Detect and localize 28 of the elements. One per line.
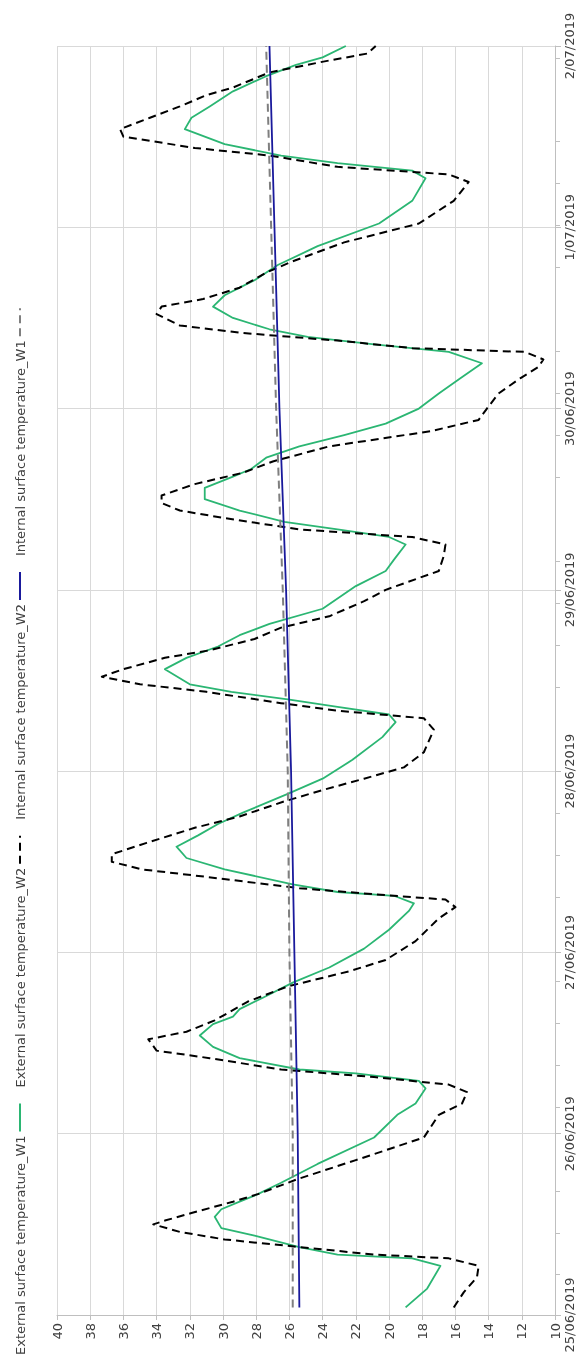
- x-tick-label: 16: [447, 1323, 463, 1340]
- y-tick-label: 26/06/2019: [562, 1096, 577, 1172]
- x-tick-label: 34: [149, 1323, 165, 1340]
- x-tick-label: 32: [182, 1323, 198, 1340]
- legend-label: Internal surface temperature_W2: [12, 604, 28, 820]
- x-tick-label: 14: [481, 1323, 497, 1340]
- x-tick-label: 28: [248, 1323, 264, 1340]
- y-tick-label: 29/06/2019: [562, 552, 577, 628]
- x-tick-label: 36: [115, 1323, 131, 1340]
- x-tick-label: 24: [315, 1323, 331, 1340]
- y-tick-label: 30/06/2019: [562, 371, 577, 447]
- x-tick-label: 22: [348, 1323, 364, 1340]
- y-tick-label: 25/06/2019: [562, 1277, 577, 1353]
- y-tick-label: 1/07/2019: [562, 193, 577, 261]
- x-tick-label: 18: [414, 1323, 430, 1340]
- legend-label: External surface temperature_W2: [12, 867, 28, 1088]
- y-tick-label: 28/06/2019: [562, 733, 577, 809]
- x-tick-label: 26: [281, 1323, 297, 1340]
- legend-label: Internal surface temperature_W1: [12, 340, 28, 557]
- y-tick-label: 2/07/2019: [562, 12, 577, 80]
- x-tick-label: 40: [49, 1323, 65, 1340]
- legend-label: External surface temperature_W1: [12, 1135, 28, 1355]
- x-tick-label: 12: [514, 1323, 530, 1340]
- y-tick-label: 27/06/2019: [562, 914, 577, 990]
- x-tick-label: 20: [381, 1323, 397, 1340]
- x-tick-label: 30: [215, 1323, 231, 1340]
- x-tick-label: 10: [547, 1323, 563, 1340]
- x-tick-label: 38: [82, 1323, 98, 1340]
